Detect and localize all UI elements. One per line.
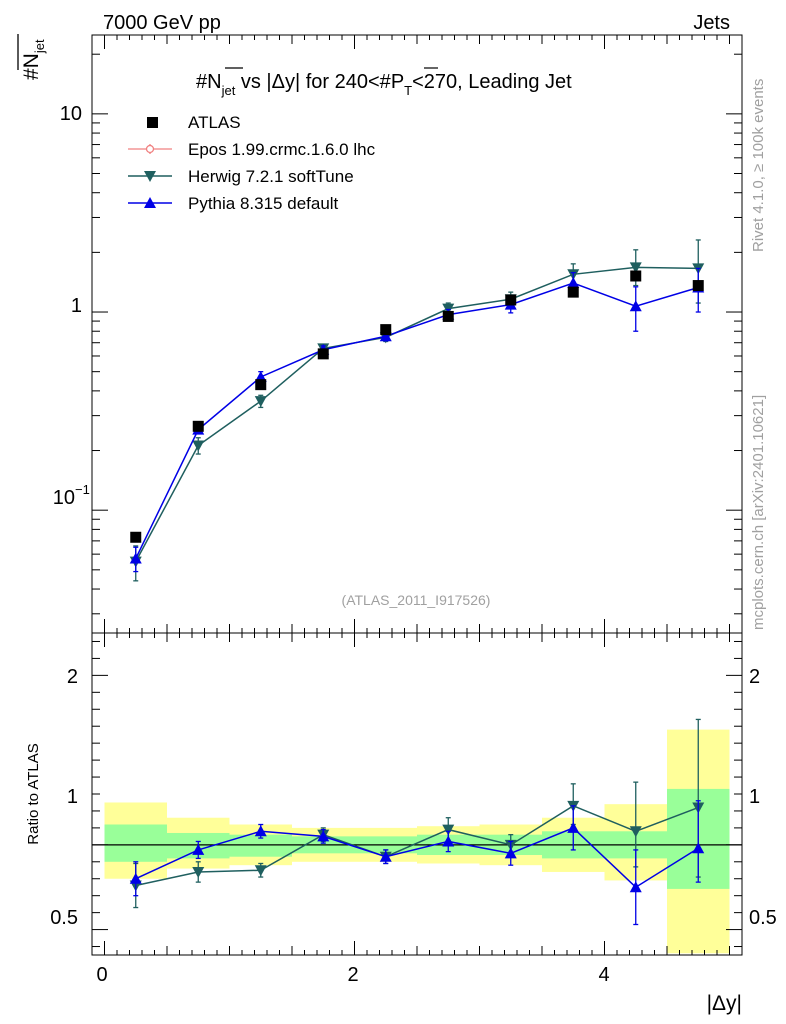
legend-item-epos: Epos 1.99.crmc.1.6.0 lhc	[128, 140, 376, 159]
main-pythia-line	[135, 282, 699, 559]
ratio-y-axis-label: Ratio to ATLAS	[25, 743, 42, 844]
ratio-y-tick-label-1-right: 1	[749, 786, 760, 808]
main-pythia-point	[129, 552, 142, 564]
ratio-pythia-point	[254, 825, 267, 837]
main-pythia-point	[629, 300, 642, 312]
main-atlas-point	[380, 324, 392, 336]
legend-item-pythia: Pythia 8.315 default	[128, 194, 339, 213]
ratio-y-tick-label-2-right: 2	[749, 666, 760, 688]
main-herwig-line	[135, 266, 699, 562]
y-tick-label-0.1-exponent: −1	[75, 482, 90, 497]
main-title: #Njet vs |Δy| for 240<#PT<270, Leading J…	[196, 67, 572, 98]
mcplots-label: mcplots.cern.ch [arXiv:2401.10621]	[750, 395, 767, 630]
legend-label-atlas: ATLAS	[188, 113, 241, 132]
ratio-herwig-point	[254, 865, 267, 877]
x-axis-label: |Δy|	[707, 992, 742, 1015]
ratio-y-tick-label-2-left: 2	[67, 666, 78, 688]
legend-label-herwig: Herwig 7.2.1 softTune	[188, 167, 354, 186]
y-tick-label-0.1: 10	[53, 487, 75, 509]
analysis-id-label: (ATLAS_2011_I917526)	[342, 592, 491, 608]
y-tick-label-10: 10	[60, 103, 82, 125]
legend-label-epos: Epos 1.99.crmc.1.6.0 lhc	[188, 140, 376, 159]
svg-text:#Njet: #Njet	[20, 39, 47, 80]
main-atlas-point	[255, 379, 267, 391]
legend: ATLAS Epos 1.99.crmc.1.6.0 lhc Herwig 7.…	[128, 113, 376, 213]
ratio-pythia-point	[317, 830, 330, 842]
main-herwig-point	[629, 262, 642, 274]
ratio-herwig-point	[192, 866, 205, 878]
ratio-pythia-point	[692, 842, 705, 854]
ratio-pythia-point	[129, 872, 142, 884]
ratio-pythia-point	[192, 843, 205, 855]
ratio-pythia-line	[135, 827, 699, 889]
main-atlas-point	[630, 270, 642, 282]
x-tick-label-0: 0	[96, 964, 107, 986]
ratio-pythia-point	[504, 847, 517, 859]
ratio-axis-ticks	[92, 633, 742, 955]
legend-item-herwig: Herwig 7.2.1 softTune	[128, 167, 354, 186]
ratio-panel: 2 1 0.5 2 1 0.5 0 2 4 |Δy| Ratio to ATLA…	[25, 632, 777, 1015]
y-tick-label-1: 1	[71, 295, 82, 317]
svg-text:#Njet vs |Δy| for 240<#PT<270,: #Njet vs |Δy| for 240<#PT<270, Leading J…	[196, 71, 572, 98]
header-left-label: 7000 GeV pp	[103, 12, 221, 34]
ratio-pythia-point	[442, 835, 455, 847]
ratio-herwig-line	[135, 805, 699, 887]
main-atlas-point	[692, 280, 704, 292]
ratio-y-tick-label-1-left: 1	[67, 786, 78, 808]
main-pythia-point	[379, 330, 392, 342]
ratio-uncertainty-bands	[92, 729, 742, 954]
main-atlas-point	[317, 348, 329, 360]
ratio-band-green	[229, 834, 292, 857]
ratio-plot-frame	[91, 632, 743, 956]
x-tick-label-2: 2	[347, 964, 358, 986]
ratio-pythia-point	[567, 821, 580, 833]
main-herwig-point	[192, 440, 205, 452]
main-atlas-point	[192, 420, 204, 432]
main-atlas-point	[442, 310, 454, 322]
ratio-herwig-point	[629, 826, 642, 838]
rivet-version-label: Rivet 4.1.0, ≥ 100k events	[750, 79, 767, 252]
main-herwig-point	[254, 396, 267, 408]
main-atlas-point	[130, 531, 142, 543]
main-data-layer	[129, 239, 705, 582]
ratio-band-green	[104, 824, 167, 862]
legend-label-pythia: Pythia 8.315 default	[188, 194, 339, 213]
x-tick-label-4: 4	[598, 964, 609, 986]
main-panel: 10 1 10 −1 #Njet #Njet vs |Δy| for 240<#…	[17, 34, 743, 634]
ratio-y-tick-label-0.5-left: 0.5	[50, 907, 78, 929]
main-axis-ticks	[92, 35, 742, 633]
header-right-label: Jets	[693, 12, 730, 34]
ratio-pythia-point	[379, 850, 392, 862]
legend-item-atlas: ATLAS	[147, 113, 241, 132]
ratio-herwig-point	[442, 824, 455, 836]
ratio-data-layer	[129, 718, 705, 926]
main-y-axis-label: #Njet	[17, 34, 47, 80]
ratio-y-tick-label-0.5-right: 0.5	[749, 907, 777, 929]
ratio-pythia-point	[629, 881, 642, 893]
main-pythia-point	[567, 277, 580, 289]
main-atlas-point	[505, 294, 517, 306]
main-atlas-point	[567, 286, 579, 298]
